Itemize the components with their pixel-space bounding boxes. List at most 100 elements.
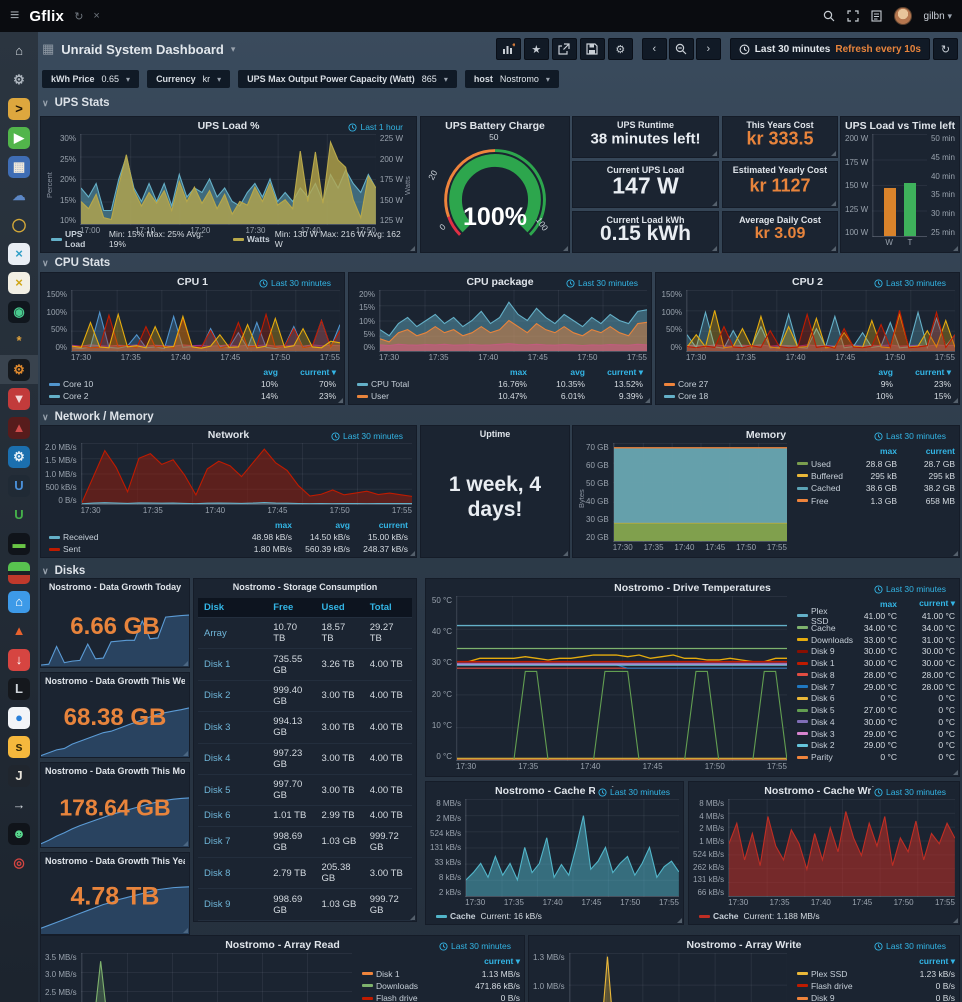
plot-area[interactable] — [686, 290, 955, 352]
panel-title[interactable]: Nostromo - Data Growth This Week — [45, 676, 185, 686]
panel-title[interactable]: Memory — [745, 429, 787, 441]
legend-item[interactable]: User — [357, 391, 469, 401]
app-bluegear-icon[interactable]: ⚙ — [8, 445, 30, 468]
plot-area[interactable] — [456, 596, 787, 761]
legend-item[interactable]: Cache Current: 16 kB/s — [436, 911, 542, 921]
legend-column-header[interactable]: max — [879, 446, 897, 457]
legend-item[interactable]: Disk 3 — [797, 729, 839, 739]
legend-column-header[interactable]: current ▾ — [607, 366, 643, 377]
plot-area[interactable] — [728, 799, 955, 897]
app-swirl-icon[interactable]: ◉ — [8, 300, 30, 323]
app-sabnzbd-icon[interactable]: s — [8, 735, 30, 758]
panel-title[interactable]: Nostromo - Drive Temperatures — [614, 582, 771, 594]
app-trakt-icon[interactable]: ◎ — [13, 855, 25, 870]
legend-column-header[interactable]: current — [925, 446, 955, 457]
time-range-label[interactable]: Last 1 hour — [345, 122, 403, 132]
legend-item[interactable]: Disk 7 — [797, 682, 839, 692]
panel-title[interactable]: Uptime — [479, 429, 511, 439]
legend-column-header[interactable]: max — [879, 598, 897, 609]
legend-item[interactable]: Downloads — [362, 981, 462, 991]
legend-item[interactable]: Disk 1 — [362, 969, 462, 979]
panel-title[interactable]: UPS Load % — [197, 120, 260, 132]
app-toggle-icon[interactable] — [8, 561, 30, 584]
app-nodes-icon[interactable]: * — [16, 333, 22, 348]
section-cpu-stats[interactable]: ∨ CPU Stats — [42, 256, 110, 270]
logout-icon[interactable]: → — [12, 797, 26, 812]
panel-title[interactable]: Estimated Yearly Cost — [732, 165, 828, 175]
plot-area[interactable] — [612, 443, 787, 542]
legend-item[interactable]: Disk 2 — [797, 740, 839, 750]
panel-title[interactable]: Nostromo - Data Growth Today — [48, 582, 182, 592]
plot-area[interactable] — [379, 290, 647, 352]
panel-title[interactable]: This Years Cost — [746, 120, 814, 130]
table-header-cell[interactable]: Free — [267, 598, 316, 618]
variable-host[interactable]: host Nostromo ▾ — [464, 70, 559, 88]
time-range-label[interactable]: Last 30 minutes — [435, 941, 511, 951]
app-tautulli-icon[interactable]: > — [8, 97, 30, 120]
legend-item[interactable]: Disk 5 — [797, 705, 839, 715]
user-avatar[interactable] — [893, 7, 912, 25]
panel-title[interactable]: CPU 2 — [792, 276, 823, 288]
tab-close-icon[interactable]: × — [93, 10, 100, 22]
panel-title[interactable]: Nostromo - Data Growth This Year — [45, 856, 185, 866]
settings-gear-icon[interactable]: ⚙ — [13, 72, 25, 87]
legend-item[interactable]: Free — [797, 496, 839, 506]
legend-column-header[interactable]: max — [274, 520, 292, 530]
legend-item[interactable]: CPU Total — [357, 379, 469, 389]
table-header-cell[interactable]: Used — [315, 598, 364, 618]
legend-item[interactable]: Disk 9 — [797, 646, 839, 656]
app-ubiquiti-icon[interactable]: U — [8, 474, 30, 497]
app-plex-yellow-icon[interactable]: × — [8, 271, 30, 294]
variable-value[interactable]: 865 — [421, 74, 437, 84]
panel-title[interactable]: UPS Runtime — [616, 120, 674, 130]
legend-item[interactable]: Plex SSD — [797, 606, 839, 626]
variable-currency[interactable]: Currency kr ▾ — [147, 70, 231, 88]
legend-item[interactable]: Cached — [797, 483, 840, 493]
panel-title[interactable]: CPU 1 — [177, 276, 208, 288]
legend-column-header[interactable]: current ▾ — [300, 366, 336, 377]
app-octoprint-icon[interactable]: ⚙ — [8, 358, 30, 381]
app-search-icon[interactable]: ◯ — [11, 217, 27, 232]
legend-item[interactable]: Disk 4 — [797, 717, 839, 727]
panel-title[interactable]: Current UPS Load — [606, 165, 685, 175]
app-shield-icon[interactable]: ▼ — [8, 387, 30, 410]
app-download-icon[interactable]: ↓ — [8, 648, 30, 671]
legend-column-header[interactable]: avg — [570, 367, 585, 377]
time-range-label[interactable]: Last 30 minutes — [870, 787, 946, 797]
legend-item[interactable]: Watts Min: 130 W Max: 216 W Avg: 162 W — [232, 229, 406, 249]
analytics-button[interactable] — [495, 38, 521, 60]
variable-kwh-price[interactable]: kWh Price 0.65 ▾ — [42, 70, 140, 88]
legend-item[interactable]: Cache Current: 1.188 MB/s — [699, 911, 820, 921]
time-forward-button[interactable]: › — [695, 38, 721, 60]
settings-button[interactable]: ⚙ — [607, 38, 633, 60]
dashboard-title-caret-icon[interactable]: ▾ — [230, 43, 236, 54]
tab-refresh-icon[interactable]: ↻ — [74, 10, 84, 23]
variable-ups-max-output-power-capacity-watt-[interactable]: UPS Max Output Power Capacity (Watt) 865 ▾ — [238, 70, 457, 88]
variable-value[interactable]: kr — [202, 74, 211, 84]
time-range-label[interactable]: Last 30 minutes — [327, 431, 403, 441]
time-range-label[interactable]: Last 30 minutes — [594, 787, 670, 797]
time-range-label[interactable]: Last 30 minutes — [562, 278, 638, 288]
panel-title[interactable]: Nostromo - Array Read — [225, 939, 340, 951]
legend-item[interactable]: Disk 1 — [797, 658, 839, 668]
share-button[interactable] — [551, 38, 577, 60]
dashboard-title[interactable]: Unraid System Dashboard — [61, 41, 224, 57]
app-jackett-icon[interactable]: J — [8, 764, 30, 787]
section-disks[interactable]: ∨ Disks — [42, 564, 85, 578]
legend-column-header[interactable]: current ▾ — [919, 598, 955, 609]
plot-area[interactable] — [568, 953, 787, 1002]
section-network-memory[interactable]: ∨ Network / Memory — [42, 410, 154, 424]
app-github-icon[interactable]: ☻ — [8, 822, 30, 845]
legend-item[interactable]: Core 27 — [664, 379, 835, 389]
legend-item[interactable]: Core 10 — [49, 379, 220, 389]
panel-title[interactable]: Nostromo - Array Write — [686, 939, 802, 951]
app-plex-blue-icon[interactable]: × — [8, 242, 30, 265]
legend-item[interactable]: UPS Load Min: 15% Max: 25% Avg: 19% — [51, 229, 219, 249]
app-gitlab-icon[interactable]: ▲ — [12, 623, 26, 638]
legend-column-header[interactable]: avg — [263, 367, 278, 377]
app-lazylibrarian-icon[interactable]: L — [8, 677, 30, 700]
zoom-out-button[interactable] — [668, 38, 694, 60]
panel-title[interactable]: Nostromo - Cache Write — [764, 785, 884, 797]
app-docker-icon[interactable]: ▦ — [8, 155, 30, 178]
legend-column-header[interactable]: avg — [878, 367, 893, 377]
